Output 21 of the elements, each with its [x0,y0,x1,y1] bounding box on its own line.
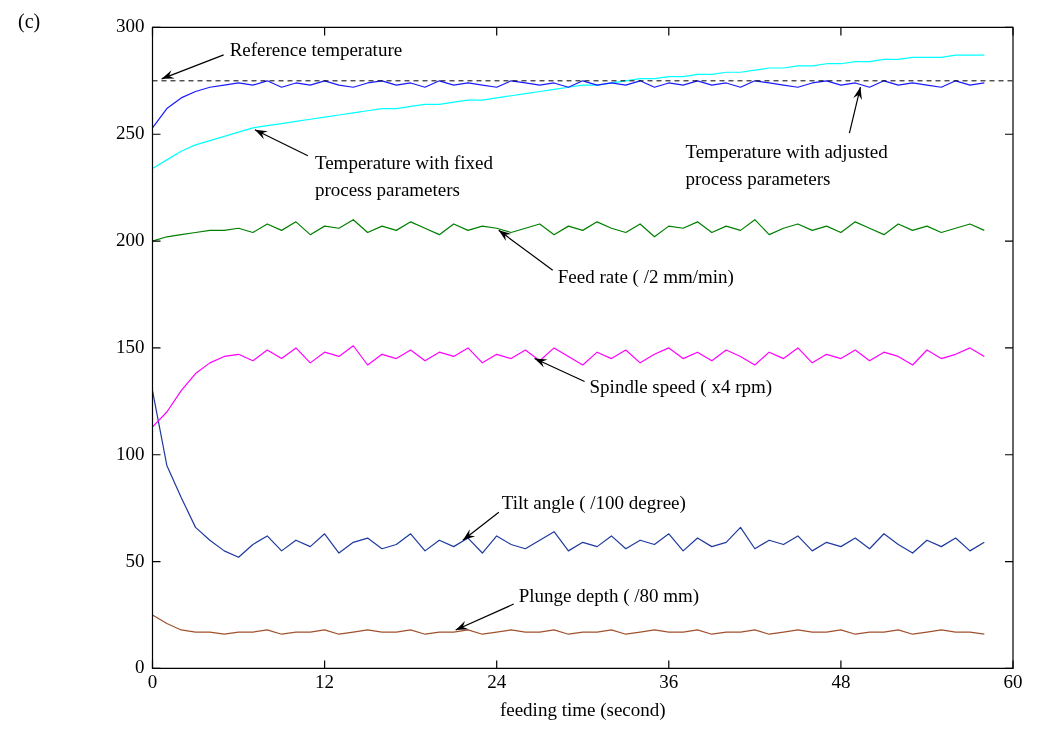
chart-title: (c) [18,10,41,33]
x-tick-label: 60 [1003,670,1023,692]
annotation: Spindle speed ( x4 rpm) [589,376,773,399]
y-tick-label: 300 [116,15,145,37]
y-tick-label: 100 [116,442,145,464]
annotation: Plunge depth ( /80 mm) [518,585,700,608]
annotation: Temperature with adjusted process parameters [685,141,889,190]
y-tick-label: 150 [116,335,145,357]
y-tick-label: 50 [125,549,145,571]
annotation: Tilt angle ( /100 degree) [501,492,686,515]
annotation: Reference temperature [229,38,403,60]
y-tick-label: 200 [116,229,145,251]
x-axis-title: feeding time (second) [499,698,666,721]
x-tick-label: 48 [831,670,851,692]
x-tick-label: 12 [315,670,335,692]
y-tick-label: 0 [135,656,145,678]
y-tick-label: 250 [116,122,145,144]
x-tick-label: 36 [659,670,679,692]
x-tick-label: 24 [487,670,507,692]
annotation: Feed rate ( /2 mm/min) [557,266,734,289]
annotation: Temperature with fixed process parameters [314,151,494,200]
